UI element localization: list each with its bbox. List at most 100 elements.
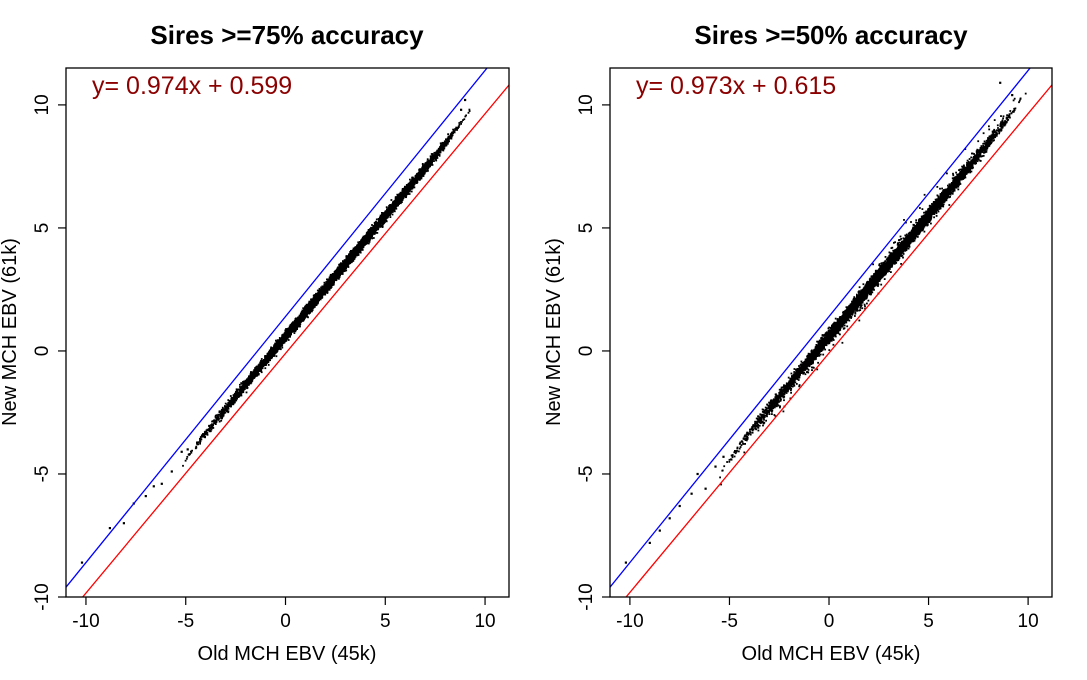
data-point <box>420 176 423 179</box>
data-point <box>407 193 410 195</box>
data-point <box>304 305 307 307</box>
data-point <box>468 108 471 111</box>
data-point <box>425 170 428 173</box>
data-point <box>367 242 370 245</box>
data-point <box>214 419 217 422</box>
data-point <box>218 417 220 420</box>
data-point <box>430 163 433 166</box>
data-point <box>328 276 331 279</box>
data-point <box>190 450 192 453</box>
data-point <box>260 370 262 373</box>
data-point <box>380 213 383 216</box>
data-point <box>438 154 441 156</box>
data-point <box>390 199 393 201</box>
data-point <box>225 410 228 413</box>
data-point <box>442 149 445 152</box>
data-point <box>379 216 381 219</box>
data-point <box>184 459 187 462</box>
data-point <box>401 188 404 190</box>
data-point <box>264 356 266 359</box>
data-point <box>406 184 409 186</box>
data-point <box>295 329 297 331</box>
data-point <box>256 374 258 377</box>
data-point <box>443 147 446 150</box>
data-points <box>80 98 471 564</box>
data-point <box>235 391 237 393</box>
data-point <box>323 281 326 284</box>
data-point <box>224 405 227 408</box>
data-point <box>230 398 233 401</box>
data-point <box>236 396 239 398</box>
data-point <box>186 456 189 458</box>
data-point <box>464 115 467 118</box>
data-point <box>260 359 262 362</box>
data-point <box>318 287 321 290</box>
data-point <box>209 430 212 433</box>
data-point <box>312 294 315 297</box>
data-point <box>281 346 284 349</box>
data-point <box>372 237 375 239</box>
data-point <box>427 162 430 165</box>
x-axis-label: Old MCH EBV (45k) <box>198 643 377 665</box>
data-point <box>381 224 384 226</box>
data-point <box>263 364 265 366</box>
data-point <box>206 433 209 436</box>
data-point <box>431 153 434 155</box>
data-point <box>267 364 270 366</box>
chart-title: Sires >=75% accuracy <box>150 20 424 50</box>
data-point <box>205 430 208 433</box>
data-point <box>319 298 322 301</box>
data-point <box>371 224 373 226</box>
data-point <box>217 419 220 421</box>
data-point <box>217 415 219 417</box>
data-point <box>199 442 201 445</box>
data-point <box>455 126 458 129</box>
data-point <box>441 143 443 145</box>
data-point <box>216 417 218 420</box>
data-point <box>226 409 229 411</box>
data-point <box>214 423 217 425</box>
data-point <box>276 339 279 342</box>
data-point <box>380 225 382 228</box>
data-point <box>361 249 364 251</box>
data-point <box>218 410 221 413</box>
data-point <box>223 408 225 410</box>
data-point <box>462 119 464 121</box>
data-point <box>213 419 216 422</box>
data-point <box>429 158 432 161</box>
data-point <box>399 202 402 205</box>
data-point <box>191 449 193 452</box>
data-point <box>443 140 446 143</box>
data-point <box>388 204 390 207</box>
data-point <box>429 165 431 168</box>
data-point <box>454 129 456 131</box>
data-point <box>289 325 292 327</box>
data-point <box>296 328 298 330</box>
data-point <box>212 420 215 422</box>
data-point <box>428 163 430 166</box>
data-point <box>275 339 277 342</box>
data-point <box>468 110 471 112</box>
data-point <box>375 218 378 221</box>
data-point <box>408 193 411 195</box>
data-point <box>311 310 313 313</box>
data-point <box>222 410 225 413</box>
data-point <box>411 187 414 190</box>
data-point <box>275 355 278 358</box>
data-point <box>459 121 462 123</box>
data-point <box>465 114 467 117</box>
data-point <box>381 212 383 214</box>
data-point <box>457 126 460 128</box>
data-point <box>223 409 226 412</box>
data-point <box>426 168 429 171</box>
data-point <box>443 144 446 146</box>
data-point <box>458 124 461 126</box>
data-point <box>293 330 296 332</box>
data-point <box>445 138 447 141</box>
data-point <box>304 306 307 309</box>
data-point <box>205 429 208 432</box>
scatter-panel-left: Sires >=75% accuracy y= 0.974x + 0.599 O… <box>0 20 510 665</box>
data-point <box>287 336 290 338</box>
data-point <box>426 158 429 161</box>
